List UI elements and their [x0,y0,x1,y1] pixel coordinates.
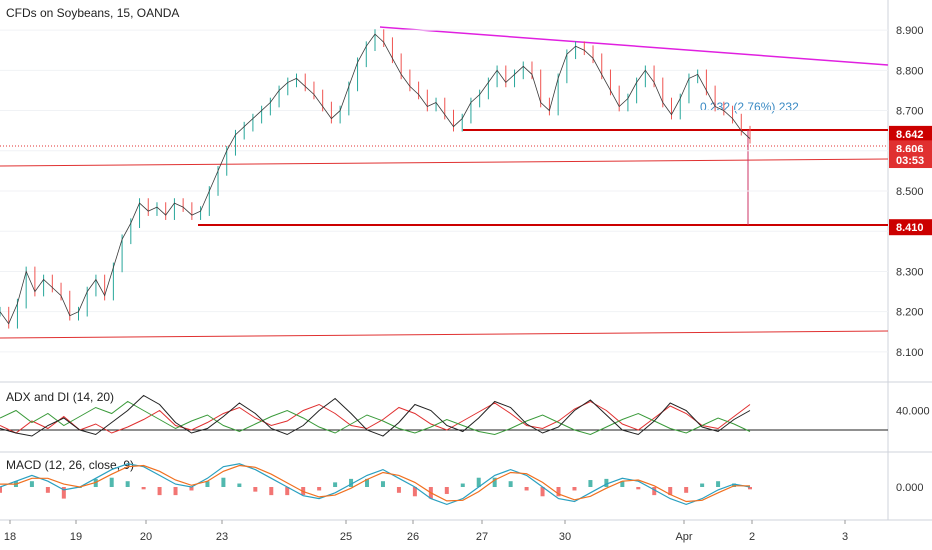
macd-histogram-bar [540,487,545,497]
support-trendline-lower[interactable] [0,330,889,339]
macd-histogram-bar [684,487,689,493]
macd-histogram-bar [333,482,338,487]
price-badge-label: 8.410 [896,222,924,234]
macd-histogram-bar [253,487,258,492]
macd-histogram-bar [157,487,162,496]
macd-histogram-bar [125,481,130,487]
price-tick-label: 8.800 [896,65,924,77]
time-tick-label: 18 [4,531,16,543]
macd-histogram-bar [492,477,497,487]
time-tick-label: 26 [407,531,419,543]
time-tick-label: 2 [749,531,755,543]
price-badge-label: 03:53 [896,155,924,167]
time-tick-label: 25 [340,531,352,543]
macd-histogram-bar [141,487,146,490]
price-grid [0,29,888,353]
time-tick-label: 19 [70,531,82,543]
price-tick-label: 8.300 [896,266,924,278]
price-badge-label: 8.642 [896,129,924,141]
macd-histogram-bar [61,487,66,499]
price-tick-label: 8.100 [896,347,924,359]
macd-histogram-bar [668,487,673,496]
macd-histogram-bar [349,478,354,487]
macd-histogram-bar [620,481,625,487]
resistance-trendline[interactable] [379,26,889,66]
macd-histogram-bar [604,478,609,487]
time-tick-label: 20 [140,531,152,543]
adx-series-line [0,400,751,434]
macd-histogram-bar [285,487,290,496]
time-tick-label: Apr [675,531,692,543]
macd-histogram-bar [508,481,513,487]
adx-title: ADX and DI (14, 20) [6,390,114,404]
macd-histogram-bar [0,487,2,493]
macd-series-line [0,464,750,503]
macd-histogram-bar [365,478,370,487]
macd-tick-label: 0.000 [896,482,924,494]
macd-histogram-bar [396,487,401,493]
price-badge [889,152,932,169]
macd-histogram-bar [45,487,50,493]
macd-histogram-bar [205,481,210,487]
macd-series-line [0,463,751,506]
macd-histogram-group [0,477,752,499]
time-axis-ticks: 18 19 20 23 25 26 27 30 Apr 2 3 [4,520,848,543]
macd-histogram-bar [317,487,322,491]
price-tick-label: 8.700 [896,106,924,118]
macd-histogram-bar [556,487,561,497]
time-tick-label: 3 [842,531,848,543]
macd-histogram-bar [700,483,705,487]
price-tick-label: 8.500 [896,186,924,198]
time-tick-label: 27 [476,531,488,543]
adx-series-line [0,394,751,437]
adx-tick-label: 40.000 [896,406,930,418]
chart-title: CFDs on Soybeans, 15, OANDA [6,6,179,20]
macd-title: MACD (12, 26, close, 9) [6,458,134,472]
macd-histogram-bar [189,487,194,491]
price-tick-label: 8.900 [896,25,924,37]
macd-histogram-bar [524,487,529,491]
macd-histogram-bar [476,477,481,487]
macd-histogram-bar [221,477,226,487]
price-badge [889,219,932,236]
time-tick-label: 30 [559,531,571,543]
macd-histogram-bar [29,481,34,487]
price-tick-label: 8.200 [896,307,924,319]
macd-histogram-bar [652,487,657,496]
price-badge [889,125,932,142]
adx-series-group [0,394,751,437]
macd-histogram-bar [572,487,577,491]
price-line [0,33,751,325]
adx-series-line [0,400,751,436]
macd-histogram-bar [636,487,641,490]
macd-histogram-bar [716,481,721,487]
macd-histogram-bar [269,487,274,496]
time-tick-label: 23 [216,531,228,543]
macd-axis-ticks: 0.000 [896,482,924,494]
adx-axis-ticks: 40.000 [896,406,930,418]
macd-histogram-bar [173,487,178,496]
macd-histogram-bar [748,487,752,490]
macd-histogram-bar [588,480,593,487]
macd-histogram-bar [109,477,114,487]
price-series-group [0,29,751,329]
macd-histogram-bar [412,487,417,497]
support-trendline-upper[interactable] [0,158,889,167]
macd-histogram-bar [460,483,465,487]
macd-histogram-bar [380,481,385,487]
macd-histogram-bar [237,483,242,487]
price-axis-ticks: 8.1008.2008.3008.4008.5008.6008.7008.800… [896,25,924,359]
macd-series-group [0,463,751,506]
macd-histogram-bar [444,487,449,494]
